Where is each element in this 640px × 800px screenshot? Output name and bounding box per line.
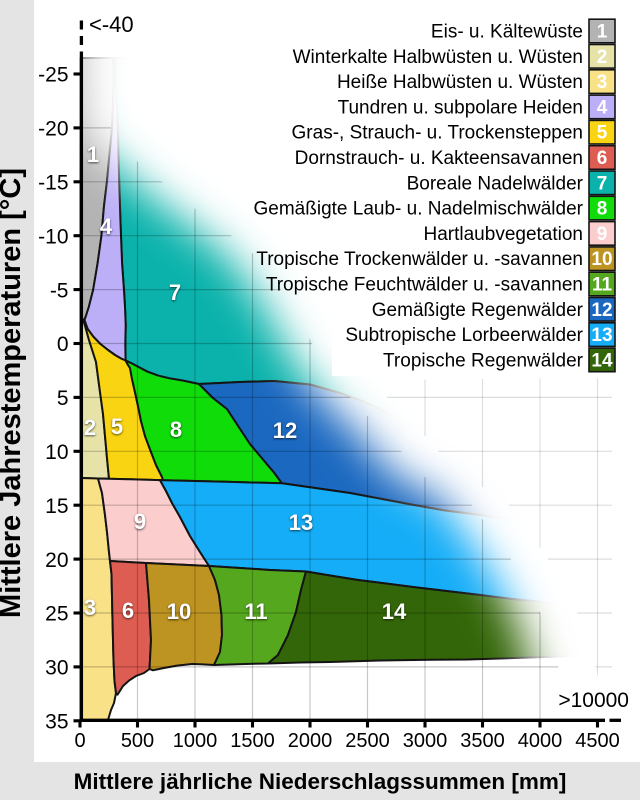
svg-text:3500: 3500 [460, 730, 505, 752]
svg-text:Gemäßigte Laub- u. Nadelmischw: Gemäßigte Laub- u. Nadelmischwälder [254, 199, 584, 220]
svg-text:1: 1 [597, 22, 608, 43]
svg-text:1000: 1000 [173, 730, 218, 752]
svg-text:13: 13 [591, 325, 612, 346]
svg-text:6: 6 [122, 598, 134, 623]
svg-text:14: 14 [591, 350, 613, 371]
svg-text:12: 12 [273, 418, 297, 443]
svg-text:-20: -20 [38, 118, 68, 141]
svg-text:10: 10 [591, 249, 612, 270]
svg-text:5: 5 [597, 123, 608, 144]
svg-text:7: 7 [597, 173, 608, 194]
svg-text:14: 14 [382, 599, 407, 624]
svg-text:30: 30 [45, 657, 68, 680]
svg-text:10: 10 [167, 599, 191, 624]
svg-text:10: 10 [45, 441, 68, 464]
svg-text:Gras-, Strauch- u. Trockenstep: Gras-, Strauch- u. Trockensteppen [292, 123, 583, 144]
svg-text:25: 25 [45, 603, 68, 626]
svg-text:2: 2 [84, 415, 96, 440]
svg-text:Mittlere jährliche Niederschla: Mittlere jährliche Niederschlagssummen [… [74, 769, 567, 794]
svg-text:-10: -10 [38, 225, 68, 248]
svg-text:15: 15 [45, 495, 68, 518]
svg-text:3: 3 [84, 595, 96, 620]
svg-text:Gemäßigte Regenwälder: Gemäßigte Regenwälder [372, 300, 584, 321]
svg-text:0: 0 [57, 333, 69, 356]
svg-text:2000: 2000 [288, 730, 333, 752]
svg-text:13: 13 [289, 510, 313, 535]
svg-text:500: 500 [121, 730, 154, 752]
svg-text:12: 12 [591, 300, 612, 321]
svg-text:9: 9 [134, 509, 146, 534]
svg-text:0: 0 [74, 730, 85, 752]
svg-text:4000: 4000 [518, 730, 563, 752]
svg-text:3000: 3000 [403, 730, 448, 752]
svg-text:2: 2 [597, 47, 608, 68]
svg-text:8: 8 [597, 199, 608, 220]
svg-text:-25: -25 [38, 64, 68, 87]
svg-text:1: 1 [87, 142, 99, 167]
svg-text:Winterkalte Halbwüsten u. Wüst: Winterkalte Halbwüsten u. Wüsten [293, 47, 583, 68]
svg-text:6: 6 [597, 148, 608, 169]
svg-text:2500: 2500 [345, 730, 390, 752]
svg-text:8: 8 [170, 417, 182, 442]
svg-text:Mittlere Jahrestemperaturen [°: Mittlere Jahrestemperaturen [°C] [0, 168, 27, 618]
svg-text:Tropische Trockenwälder u. -sa: Tropische Trockenwälder u. -savannen [256, 249, 583, 270]
svg-text:9: 9 [597, 224, 608, 245]
svg-text:11: 11 [592, 275, 613, 296]
svg-text:20: 20 [45, 549, 68, 572]
svg-text:4: 4 [597, 97, 608, 118]
svg-text:5: 5 [57, 387, 69, 410]
svg-text:11: 11 [244, 599, 267, 624]
svg-text:1500: 1500 [230, 730, 275, 752]
svg-text:Tropische Feuchtwälder u. -sav: Tropische Feuchtwälder u. -savannen [266, 275, 583, 296]
svg-text:5: 5 [111, 414, 123, 439]
svg-text:Tundren u. subpolare Heiden: Tundren u. subpolare Heiden [338, 97, 583, 118]
svg-text:35: 35 [45, 711, 68, 734]
svg-text:4: 4 [100, 214, 113, 239]
svg-text:7: 7 [169, 280, 181, 305]
svg-text:>10000: >10000 [558, 689, 629, 712]
svg-text:Dornstrauch- u. Kakteensavanne: Dornstrauch- u. Kakteensavannen [295, 148, 583, 169]
svg-text:-5: -5 [50, 279, 69, 302]
svg-text:<-40: <-40 [89, 12, 134, 37]
svg-text:Boreale Nadelwälder: Boreale Nadelwälder [407, 173, 584, 194]
svg-text:Tropische Regenwälder: Tropische Regenwälder [383, 350, 584, 371]
svg-text:3: 3 [597, 72, 608, 93]
svg-text:Subtropische Lorbeerwälder: Subtropische Lorbeerwälder [345, 325, 583, 346]
svg-text:4500: 4500 [575, 730, 620, 752]
svg-text:Heiße Halbwüsten u. Wüsten: Heiße Halbwüsten u. Wüsten [337, 72, 583, 93]
svg-text:Eis- u. Kältewüste: Eis- u. Kältewüste [431, 22, 583, 43]
svg-text:Hartlaubvegetation: Hartlaubvegetation [424, 224, 584, 245]
svg-text:-15: -15 [38, 172, 68, 195]
